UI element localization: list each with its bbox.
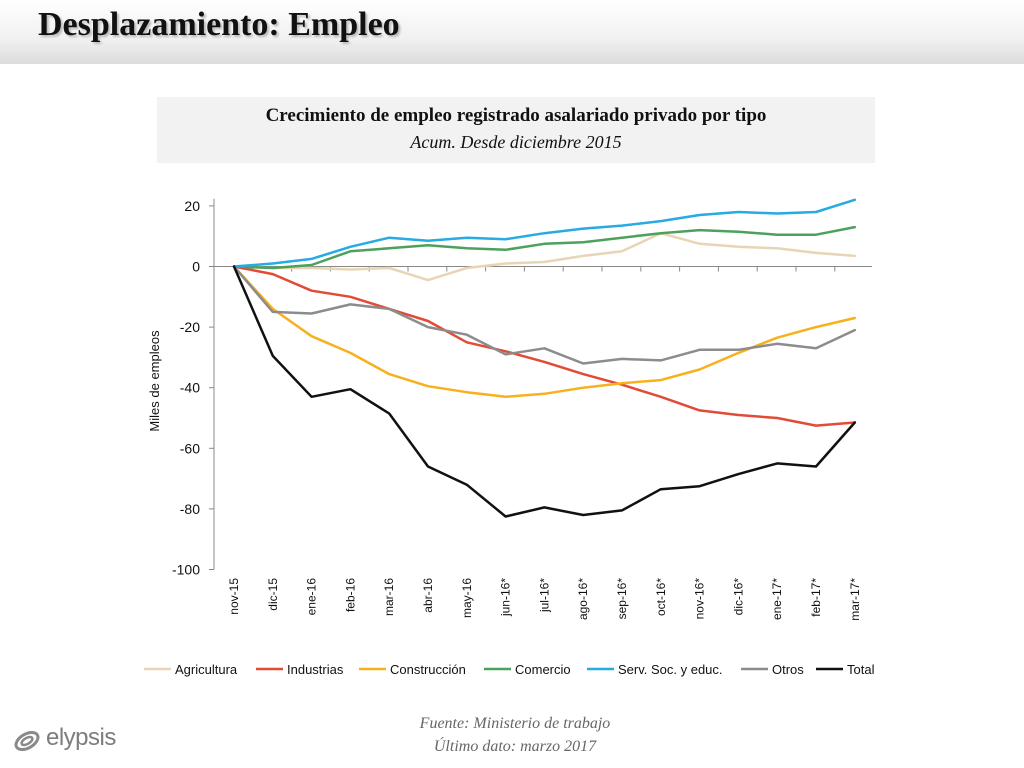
y-tick-label: -60 — [180, 440, 200, 456]
x-tick-label: jun-16* — [499, 578, 513, 617]
x-tick-label: nov-16* — [693, 578, 707, 620]
x-tick-label: sep-16* — [615, 578, 629, 620]
series-line-construcci-n — [232, 265, 857, 399]
x-tick-label: ago-16* — [576, 578, 590, 620]
x-tick-label: nov-15 — [227, 578, 241, 615]
legend-label: Total — [847, 662, 875, 677]
x-tick-label: may-16 — [460, 578, 474, 618]
series-line-comercio — [232, 225, 857, 270]
series-line-agricultura — [232, 231, 857, 282]
legend-label: Serv. Soc. y educ. — [618, 662, 723, 677]
legend-label: Industrias — [287, 662, 344, 677]
chart-title: Crecimiento de empleo registrado asalari… — [265, 105, 767, 126]
legend-label: Comercio — [515, 662, 571, 677]
series-line-serv-soc-y-educ- — [232, 198, 857, 268]
x-tick-label: mar-17* — [848, 578, 862, 621]
x-tick-label: dic-16* — [731, 578, 745, 616]
chart-subtitle: Acum. Desde diciembre 2015 — [410, 132, 622, 152]
y-tick-label: -40 — [180, 380, 200, 396]
x-tick-label: dic-15 — [266, 578, 280, 611]
y-tick-label: -80 — [180, 501, 200, 517]
y-axis-label: Miles de empleos — [147, 330, 162, 432]
y-tick-label: -20 — [180, 319, 200, 335]
page-title: Desplazamiento: Empleo — [38, 6, 400, 43]
x-tick-label: feb-16 — [343, 578, 357, 612]
x-tick-label: jul-16* — [537, 578, 551, 613]
chart-header: Crecimiento de empleo registrado asalari… — [157, 97, 875, 163]
series-line-otros — [232, 265, 857, 365]
y-tick-label: -100 — [172, 562, 200, 578]
series-line-industrias — [232, 265, 857, 427]
legend-label: Otros — [772, 662, 804, 677]
y-tick-label: 0 — [192, 259, 200, 275]
x-tick-label: ene-16 — [305, 578, 319, 616]
last-update-text: Último dato: marzo 2017 — [433, 738, 597, 755]
footer-source: Fuente: Ministerio de trabajo Último dat… — [330, 712, 700, 758]
y-tick-label: 20 — [184, 198, 200, 214]
elypsis-logo-icon — [14, 730, 40, 752]
elypsis-logo: elypsis — [12, 724, 132, 760]
series-line-total — [232, 265, 857, 518]
header-band — [0, 0, 1024, 64]
x-tick-label: feb-17* — [809, 578, 823, 617]
x-tick-label: oct-16* — [654, 578, 668, 616]
legend-label: Construcción — [390, 662, 466, 677]
x-tick-label: abr-16 — [421, 578, 435, 613]
x-tick-label: mar-16 — [382, 578, 396, 616]
x-tick-label: ene-17* — [770, 578, 784, 620]
legend-label: Agricultura — [175, 662, 238, 677]
logo-text: elypsis — [46, 724, 116, 751]
source-text: Fuente: Ministerio de trabajo — [419, 715, 611, 732]
